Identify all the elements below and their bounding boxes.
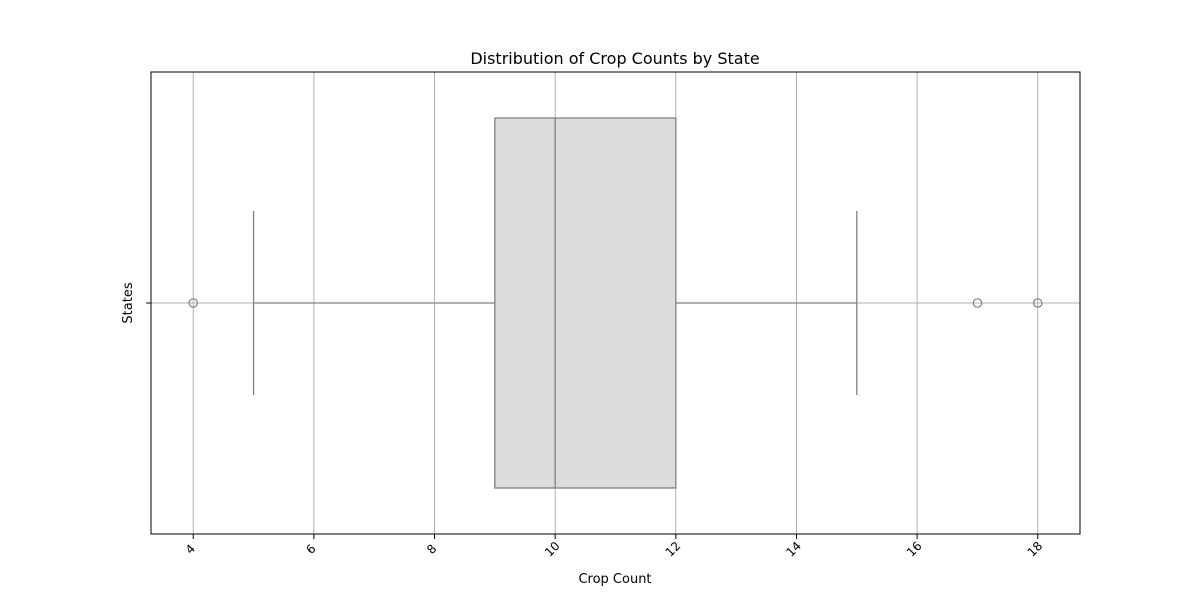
x-tick-label: 14	[783, 539, 804, 560]
outlier-point	[188, 298, 199, 308]
x-tick-label: 6	[303, 542, 318, 557]
chart-title: Distribution of Crop Counts by State	[470, 49, 759, 68]
outlier-point	[972, 298, 983, 308]
x-tick-label: 8	[424, 542, 439, 557]
iqr-box	[494, 117, 677, 489]
box-plot-group	[188, 117, 1043, 489]
y-axis-label: States	[121, 282, 136, 323]
x-tick-label: 4	[183, 542, 198, 557]
x-tick-label: 12	[663, 539, 684, 560]
x-tick-label: 10	[542, 539, 563, 560]
x-tick-label: 16	[904, 539, 925, 560]
outlier-point	[1032, 298, 1043, 308]
x-tick-label: 18	[1025, 539, 1046, 560]
x-axis-label: Crop Count	[578, 572, 651, 587]
